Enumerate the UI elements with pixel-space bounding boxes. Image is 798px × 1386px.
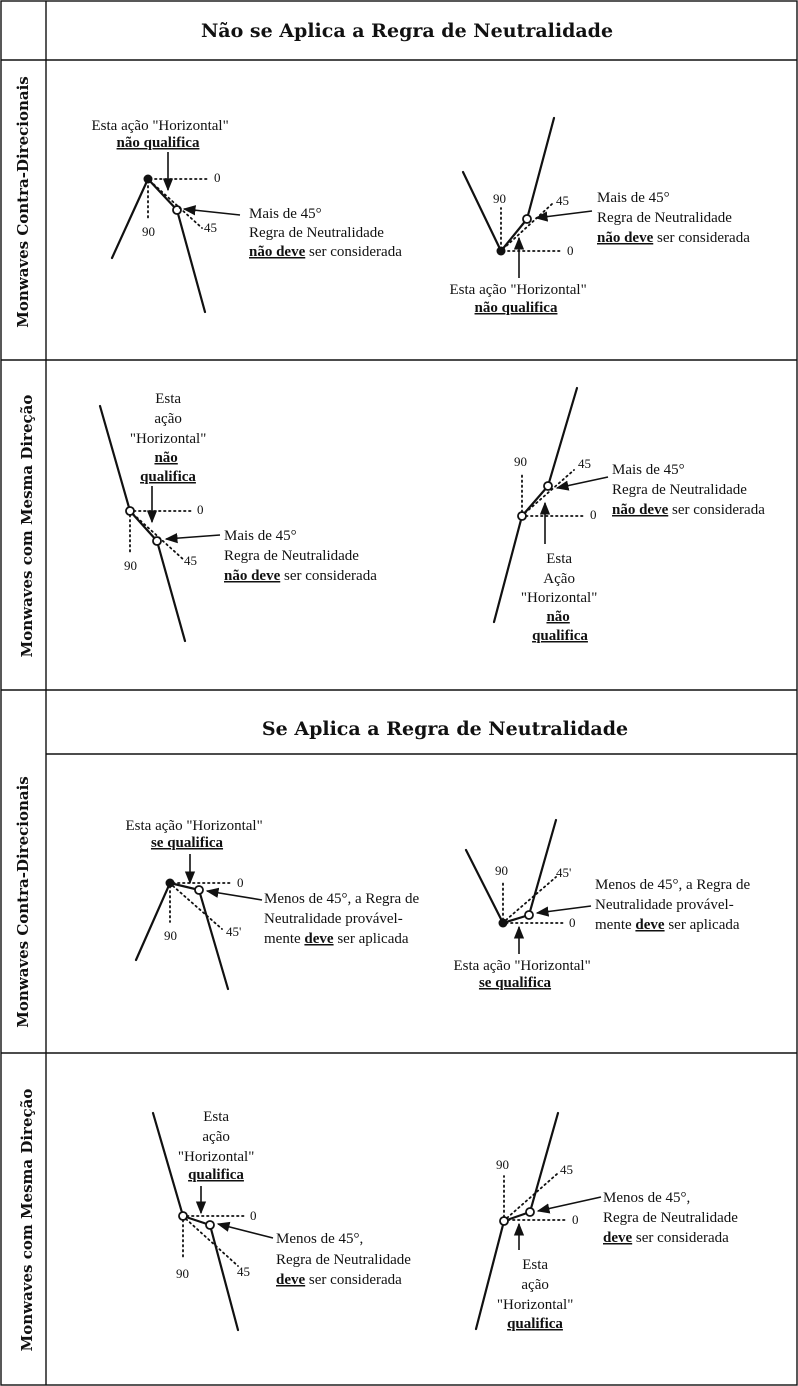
angle-90-d2: 90 <box>493 191 506 206</box>
angle-45-d6: 45' <box>556 865 571 880</box>
angle-45-d5: 45' <box>226 924 241 939</box>
more-45-label-d4: Mais de 45° Regra de Neutralidade não de… <box>612 462 765 518</box>
angle-90-d5: 90 <box>164 928 177 943</box>
diagram-not-apply-same-left: 0 90 45 Esta ação "Horizontal" não quali… <box>98 391 377 643</box>
diagram-apply-counter-right: 0 90 45' Esta ação "Horizontal" se quali… <box>454 818 754 991</box>
angle-0-d8: 0 <box>572 1212 579 1227</box>
angle-0-d4: 0 <box>590 507 597 522</box>
diagram-apply-same-right: 0 90 45 Esta ação "Horizontal" qualifica… <box>474 1111 742 1332</box>
angle-45-d1: 45 <box>204 220 217 235</box>
side-label-same-1: Monwaves com Mesma Direção <box>18 395 36 658</box>
angle-90-d6: 90 <box>495 863 508 878</box>
more-45-label-d3: Mais de 45° Regra de Neutralidade não de… <box>224 528 377 584</box>
diagram-not-apply-counter-left: 0 90 45 Esta ação "Horizontal" não quali… <box>92 118 402 314</box>
not-qualify-label-d2: Esta ação "Horizontal" não qualifica <box>450 282 591 316</box>
angle-0-d6: 0 <box>569 915 576 930</box>
diagram-not-apply-counter-right: 0 90 45 Esta ação "Horizontal" não quali… <box>450 116 750 316</box>
side-label-counter-2: Monwaves Contra-Direcionais <box>14 776 32 1027</box>
angle-90-d4: 90 <box>514 454 527 469</box>
diagram-apply-counter-left: 0 90 45' Esta ação "Horizontal" se quali… <box>126 818 423 991</box>
angle-0-d3: 0 <box>197 502 204 517</box>
more-45-label-d1: Mais de 45° Regra de Neutralidade não de… <box>249 206 402 260</box>
angle-90-d8: 90 <box>496 1157 509 1172</box>
angle-90-d1: 90 <box>142 224 155 239</box>
angle-45-d2: 45 <box>556 193 569 208</box>
angle-0-d2: 0 <box>567 243 574 258</box>
angle-0-d5: 0 <box>237 875 244 890</box>
angle-45-d8: 45 <box>560 1162 573 1177</box>
less-45-label-d6: Menos de 45°, a Regra de Neutralidade pr… <box>595 877 754 933</box>
diagram-apply-same-left: 0 90 45 Esta ação "Horizontal" qualifica… <box>151 1109 415 1332</box>
qualify-label-d6: Esta ação "Horizontal" se qualifica <box>454 958 595 991</box>
qualify-label-d7: Esta ação "Horizontal" qualifica <box>178 1109 258 1183</box>
header-apply: Se Aplica a Regra de Neutralidade <box>262 718 628 740</box>
more-45-label-d2: Mais de 45° Regra de Neutralidade não de… <box>597 190 750 246</box>
side-label-counter-1: Monwaves Contra-Direcionais <box>14 76 32 327</box>
qualify-label-d5: Esta ação "Horizontal" se qualifica <box>126 818 267 851</box>
header-not-apply: Não se Aplica a Regra de Neutralidade <box>201 20 613 42</box>
angle-0-d1: 0 <box>214 170 221 185</box>
not-qualify-label-d3: Esta ação "Horizontal" não qualifica <box>130 391 210 485</box>
angle-45-d7: 45 <box>237 1264 250 1279</box>
angle-90-d3: 90 <box>124 558 137 573</box>
less-45-label-d8: Menos de 45°, Regra de Neutralidade deve… <box>603 1190 742 1246</box>
qualify-label-d8: Esta ação "Horizontal" qualifica <box>497 1257 577 1332</box>
not-qualify-label-d1: Esta ação "Horizontal" não qualifica <box>92 118 233 151</box>
angle-45-d4: 45 <box>578 456 591 471</box>
angle-45-d3: 45 <box>184 553 197 568</box>
less-45-label-d7: Menos de 45°, Regra de Neutralidade deve… <box>276 1231 415 1288</box>
diagram-not-apply-same-right: 0 90 45 Esta Ação "Horizontal" não quali… <box>492 386 765 644</box>
not-qualify-label-d4: Esta Ação "Horizontal" não qualifica <box>521 551 601 644</box>
side-label-same-2: Monwaves com Mesma Direção <box>18 1089 36 1352</box>
angle-0-d7: 0 <box>250 1208 257 1223</box>
angle-90-d7: 90 <box>176 1266 189 1281</box>
less-45-label-d5: Menos de 45°, a Regra de Neutralidade pr… <box>264 891 423 947</box>
